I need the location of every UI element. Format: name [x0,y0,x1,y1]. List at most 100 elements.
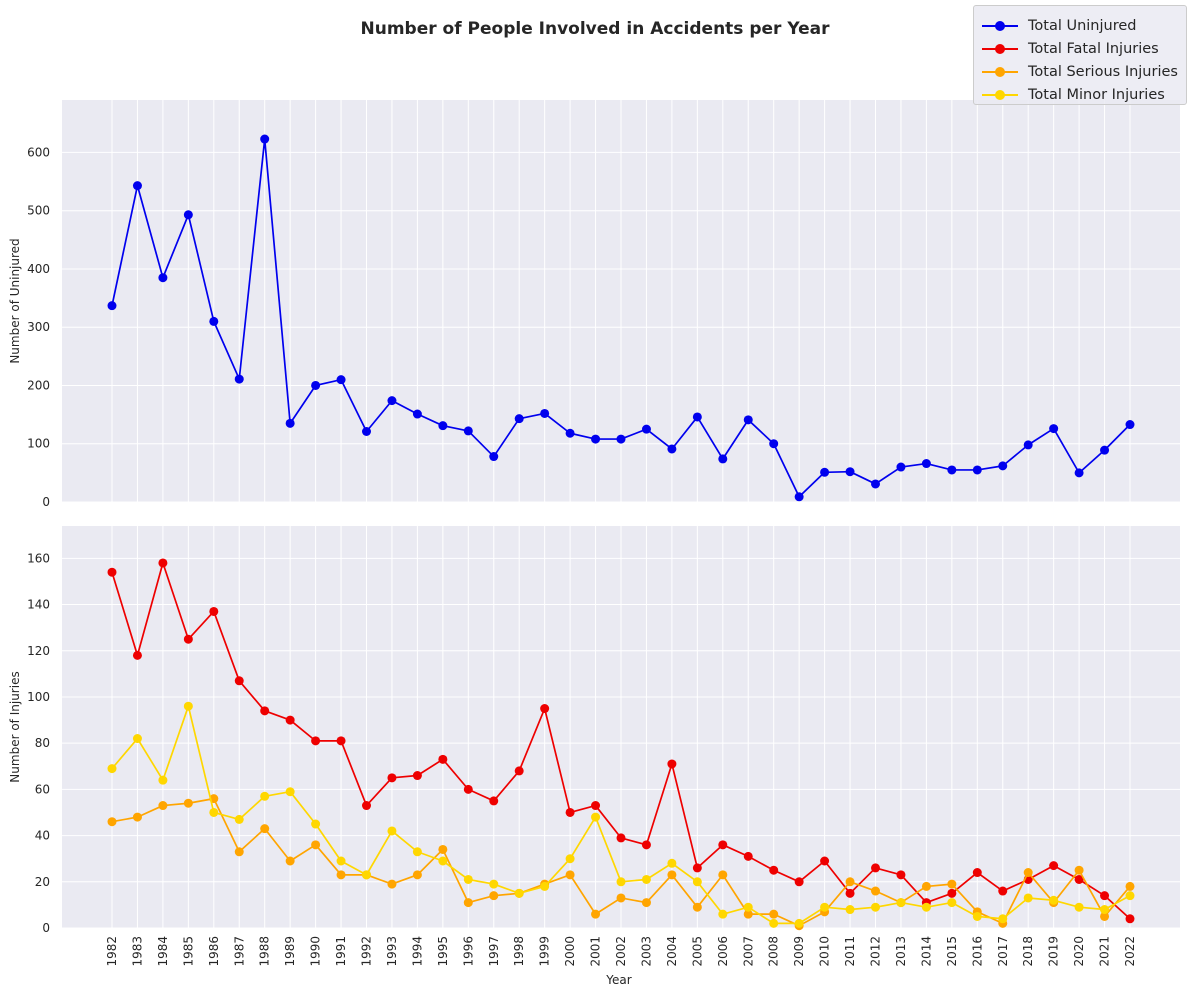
x-tick-label: 2019 [1047,936,1061,967]
x-tick-label: 1990 [309,936,323,967]
data-point-total-uninjured [921,459,931,469]
data-point-total-serious-injuries [871,886,880,896]
x-tick-label: 2013 [894,936,908,967]
legend-label-uninjured: Total Uninjured [1028,18,1137,34]
x-tick-label: 2004 [665,936,679,967]
data-point-total-minor-injuries [871,902,880,912]
data-point-total-uninjured [1125,420,1135,430]
data-point-total-fatal-injuries [412,771,422,781]
data-point-total-uninjured [489,452,499,462]
data-point-total-serious-injuries [463,898,473,908]
x-tick-label: 2018 [1021,936,1035,967]
data-point-total-fatal-injuries [591,801,601,811]
x-tick-label: 2009 [792,936,806,967]
top-y-tick-label: 200 [27,378,50,392]
data-point-total-uninjured [692,412,702,422]
data-point-total-minor-injuries [234,814,244,824]
data-point-total-minor-injuries [387,826,397,836]
data-point-total-fatal-injuries [209,606,219,616]
x-tick-label: 2017 [996,936,1010,967]
data-point-total-serious-injuries [1125,881,1135,891]
data-point-total-serious-injuries [1074,865,1084,875]
data-point-total-minor-injuries [132,734,142,744]
data-point-total-uninjured [311,380,321,390]
data-point-total-fatal-injuries [947,888,957,898]
top-y-tick-label: 100 [27,437,50,451]
top-y-axis-label: Number of Uninjured [8,238,22,363]
data-point-total-uninjured [336,375,346,385]
bottom-y-tick-label: 0 [42,921,50,935]
legend-label-fatal: Total Fatal Injuries [1028,41,1159,57]
data-point-total-minor-injuries [336,856,346,866]
data-point-total-uninjured [234,374,244,384]
x-tick-label: 1994 [410,936,424,967]
data-point-total-serious-injuries [947,879,957,889]
x-tick-label: 1993 [385,936,399,967]
x-tick-label: 2021 [1098,936,1112,967]
data-point-total-minor-injuries [896,898,906,908]
top-y-tick-label: 600 [27,145,50,159]
x-tick-label: 1999 [538,936,552,967]
data-point-total-serious-injuries [183,798,193,808]
x-tick-label: 1996 [461,936,475,967]
data-point-total-uninjured [820,467,830,477]
data-point-total-minor-injuries [820,902,830,912]
data-point-total-uninjured [362,427,371,437]
data-point-total-minor-injuries [667,858,677,868]
x-tick-label: 2016 [970,936,984,967]
data-point-total-minor-injuries [718,909,728,919]
top-y-tick-label: 500 [27,204,50,218]
data-point-total-serious-injuries [489,891,499,901]
x-axis-label: Year [605,973,631,987]
data-point-total-serious-injuries [311,840,321,850]
data-point-total-fatal-injuries [540,704,550,714]
bottom-y-tick-label: 80 [35,736,50,750]
top-y-tick-label: 400 [27,262,50,276]
data-point-total-serious-injuries [260,824,270,834]
data-point-total-minor-injuries [311,819,321,829]
data-point-total-minor-injuries [489,879,499,889]
data-point-total-minor-injuries [1049,895,1059,905]
data-point-total-fatal-injuries [132,650,142,660]
data-point-total-uninjured [871,479,880,489]
data-point-total-minor-injuries [1023,893,1033,903]
data-point-total-serious-injuries [1023,868,1033,878]
data-point-total-fatal-injuries [1074,874,1084,884]
data-point-total-fatal-injuries [565,807,575,817]
data-point-total-minor-injuries [183,701,193,711]
legend-item-fatal: Total Fatal Injuries [982,39,1159,59]
data-point-total-minor-injuries [921,902,931,912]
data-point-total-minor-injuries [463,874,473,884]
data-point-total-minor-injuries [972,911,982,921]
x-tick-label: 1988 [258,936,272,967]
data-point-total-uninjured [540,408,550,418]
data-point-total-serious-injuries [743,909,753,919]
data-point-total-uninjured [1100,445,1110,455]
x-tick-label: 1998 [512,936,526,967]
data-point-total-minor-injuries [641,874,651,884]
data-point-total-fatal-injuries [1100,891,1110,901]
data-point-total-serious-injuries [158,801,168,811]
data-point-total-serious-injuries [921,881,931,891]
data-point-total-serious-injuries [718,870,728,880]
data-point-total-serious-injuries [132,812,142,822]
bottom-y-tick-label: 120 [27,644,50,658]
data-point-total-fatal-injuries [718,840,728,850]
x-tick-label: 1991 [334,936,348,967]
data-point-total-minor-injuries [794,918,804,928]
data-point-total-serious-injuries [107,817,117,827]
x-tick-label: 1982 [105,936,119,967]
data-point-total-serious-injuries [845,877,855,887]
data-point-total-uninjured [845,467,855,477]
data-point-total-minor-injuries [591,812,601,822]
x-tick-label: 1997 [487,936,501,967]
data-point-total-fatal-injuries [667,759,677,769]
data-point-total-fatal-injuries [158,558,168,568]
data-point-total-uninjured [107,301,117,311]
data-point-total-minor-injuries [1100,905,1110,915]
data-point-total-minor-injuries [616,877,626,887]
data-point-total-serious-injuries [769,909,779,919]
x-tick-label: 1986 [207,936,221,967]
data-point-total-minor-injuries [845,905,855,915]
